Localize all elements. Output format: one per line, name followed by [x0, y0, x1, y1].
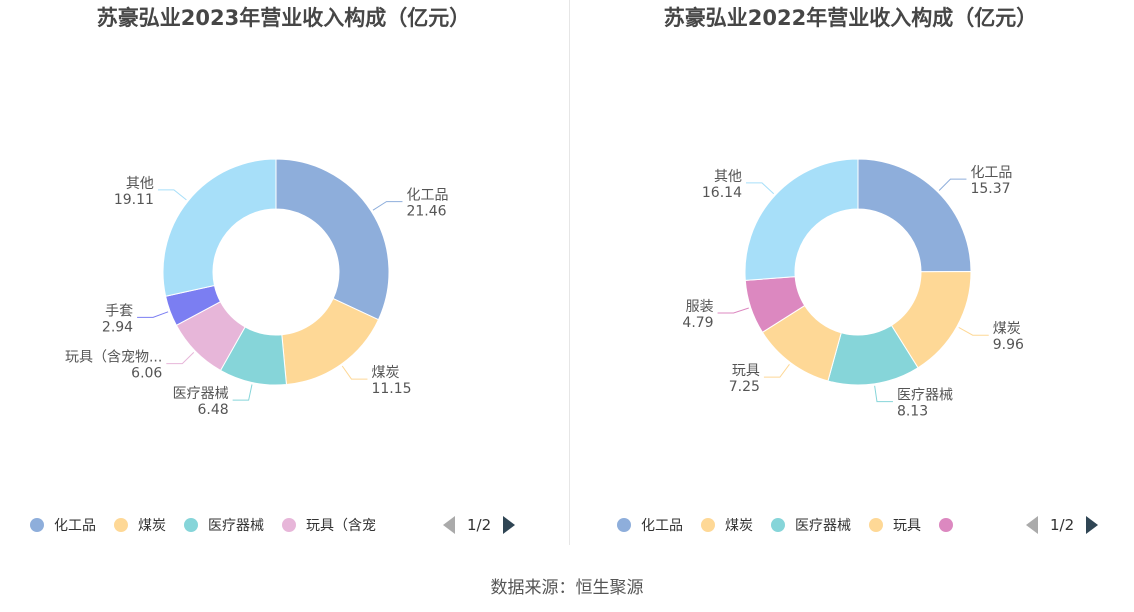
slice-name-label: 服装: [686, 299, 714, 315]
pie-slice[interactable]: [744, 158, 859, 281]
pager-next-icon[interactable]: [1086, 516, 1099, 534]
legend-label: 煤炭: [138, 518, 166, 534]
legend-item[interactable]: 煤炭: [114, 515, 166, 535]
chart-title: 苏豪弘业2022年营业收入构成（亿元）: [663, 6, 1038, 30]
pie-slice[interactable]: [275, 158, 390, 321]
legend-pager: 1/2: [443, 512, 516, 538]
label-leader-line: [958, 327, 989, 336]
legend-item[interactable]: 玩具（含宠: [282, 515, 378, 535]
panel-divider: [569, 0, 570, 545]
legend-marker-icon: [771, 518, 785, 532]
legend-item[interactable]: 玩具: [869, 515, 921, 535]
legend-marker-icon: [701, 518, 715, 532]
legend-marker-icon: [617, 518, 631, 532]
label-leader-line: [341, 365, 368, 380]
pager-text: 1/2: [467, 516, 492, 534]
slice-name-label: 其他: [126, 176, 154, 192]
slice-name-label: 玩具（含宠物...: [65, 350, 162, 366]
legend-marker-icon: [869, 518, 883, 532]
label-leader-line: [157, 189, 187, 201]
pager-prev-icon[interactable]: [443, 516, 455, 534]
label-leader-line: [137, 311, 169, 318]
label-leader-line: [938, 178, 967, 191]
slice-name-label: 煤炭: [371, 365, 399, 381]
slice-name-label: 化工品: [970, 165, 1012, 181]
slice-value-label: 21.46: [406, 204, 446, 220]
legend-item[interactable]: 医疗器械: [771, 515, 851, 535]
slice-name-label: 医疗器械: [897, 388, 953, 404]
chart-title: 苏豪弘业2023年营业收入构成（亿元）: [96, 6, 471, 30]
slice-value-label: 8.13: [897, 404, 928, 420]
slice-name-label: 玩具: [732, 363, 760, 379]
legend-label: 化工品: [641, 518, 683, 534]
legend-label: 化工品: [54, 518, 96, 534]
slice-value-label: 16.14: [702, 185, 742, 201]
legend-item[interactable]: 化工品: [30, 515, 96, 535]
chart-legend: 化工品 煤炭 医疗器械 玩具: [617, 512, 981, 538]
slice-name-label: 其他: [714, 169, 742, 185]
label-leader-line: [745, 182, 775, 195]
pager-prev-icon[interactable]: [1026, 516, 1038, 534]
slice-value-label: 19.11: [114, 192, 154, 208]
pager-next-icon[interactable]: [503, 516, 516, 534]
slice-name-label: 医疗器械: [173, 386, 229, 402]
slice-value-label: 7.25: [729, 379, 760, 395]
label-leader-line: [763, 364, 790, 378]
legend-label: 医疗器械: [208, 518, 264, 534]
label-leader-line: [232, 384, 253, 401]
legend-marker-icon: [184, 518, 198, 532]
slice-name-label: 化工品: [406, 188, 448, 204]
legend-label: 医疗器械: [795, 518, 851, 534]
label-leader-line: [166, 352, 195, 365]
pager-text: 1/2: [1050, 516, 1075, 534]
slice-value-label: 15.37: [970, 181, 1010, 197]
slice-value-label: 4.79: [682, 315, 713, 331]
slice-name-label: 煤炭: [993, 321, 1021, 337]
data-source-footer: 数据来源：恒生聚源: [490, 578, 644, 598]
legend-marker-icon: [282, 518, 296, 532]
chart-panel-2022: 苏豪弘业2022年营业收入构成（亿元） 化工品 15.37 煤炭 9.96 医疗器械 8.…: [567, 0, 1134, 545]
legend-item[interactable]: 煤炭: [701, 515, 753, 535]
legend-label: 煤炭: [725, 518, 753, 534]
pie-slice[interactable]: [162, 158, 277, 297]
legend-marker-icon: [114, 518, 128, 532]
label-leader-line: [372, 201, 403, 211]
legend-marker-icon: [939, 518, 953, 532]
slice-value-label: 2.94: [102, 319, 133, 335]
legend-label: 玩具: [893, 518, 921, 534]
chart-legend: 化工品 煤炭 医疗器械 玩具（含宠: [30, 512, 396, 538]
legend-item[interactable]: 化工品: [617, 515, 683, 535]
slice-value-label: 9.96: [993, 337, 1024, 353]
label-leader-line: [874, 385, 893, 403]
slice-value-label: 11.15: [371, 381, 411, 397]
label-leader-line: [717, 307, 749, 314]
slice-value-label: 6.06: [131, 366, 162, 382]
legend-label: 玩具（含宠: [306, 518, 376, 534]
legend-item[interactable]: [939, 518, 963, 532]
legend-marker-icon: [30, 518, 44, 532]
chart-panel-2023: 苏豪弘业2023年营业收入构成（亿元） 化工品 21.46 煤炭 11.15 医疗器械 6…: [0, 0, 567, 545]
legend-item[interactable]: 医疗器械: [184, 515, 264, 535]
legend-pager: 1/2: [1026, 512, 1099, 538]
slice-value-label: 6.48: [197, 402, 228, 418]
slice-name-label: 手套: [105, 303, 133, 319]
pie-slice[interactable]: [857, 158, 972, 273]
